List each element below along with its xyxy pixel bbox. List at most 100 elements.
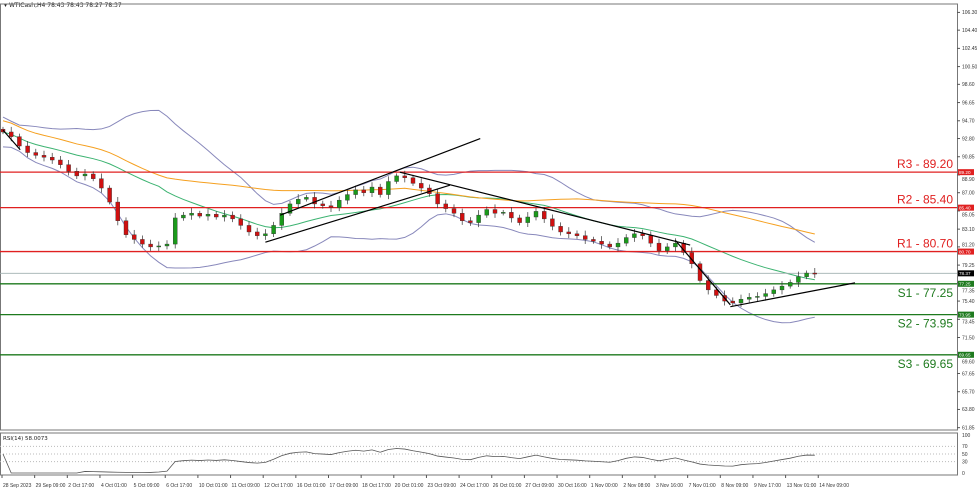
candle-body	[468, 220, 473, 223]
candle-body	[747, 297, 752, 300]
price-tag-text: 73.95	[959, 312, 971, 317]
candle-body	[771, 289, 776, 294]
candle-body	[796, 276, 801, 283]
trendline	[2, 129, 21, 151]
y-tick-label: 71.50	[962, 335, 975, 341]
candle-body	[812, 272, 817, 275]
ma-fast-line	[2, 131, 815, 281]
candle-body	[82, 173, 88, 177]
y-tick-label: 102.45	[962, 46, 977, 52]
x-tick-label: 3 Nov 16:00	[656, 483, 683, 489]
candle-body	[410, 177, 416, 184]
candle-body	[181, 214, 186, 219]
y-tick-label: 65.70	[962, 389, 975, 395]
candle-body	[279, 213, 284, 226]
chart-header: ▾ WTICash,H4 78.43 78.43 78.27 78.37	[4, 2, 122, 9]
candle-body	[17, 136, 22, 147]
x-tick-label: 13 Nov 01:00	[787, 483, 817, 489]
candle-body	[197, 213, 203, 217]
ohlc-readout: 78.43 78.43 78.27 78.37	[47, 2, 122, 9]
x-tick-label: 14 Nov 09:00	[819, 483, 849, 489]
candle-body	[369, 186, 375, 193]
rsi-tick-label: 100	[962, 433, 971, 439]
candle-body	[697, 263, 703, 281]
candle-body	[665, 246, 670, 251]
candle-body	[550, 218, 555, 227]
y-tick-label: 73.45	[962, 319, 975, 325]
candle-body	[345, 194, 350, 201]
x-tick-label: 7 Nov 01:00	[689, 483, 716, 489]
candle-body	[123, 220, 129, 235]
candle-body	[172, 217, 178, 245]
candle-body	[304, 197, 309, 200]
y-tick-label: 69.60	[962, 360, 975, 366]
trendline	[279, 137, 481, 216]
candle-body	[50, 157, 55, 161]
candle-body	[115, 201, 121, 221]
candle-body	[443, 203, 448, 209]
candle-body	[271, 225, 276, 235]
x-tick-label: 2 Nov 08:00	[623, 483, 650, 489]
x-tick-label: 30 Oct 16:00	[558, 483, 587, 489]
candle-body	[730, 300, 735, 304]
price-tag-text: 89.20	[959, 170, 971, 175]
candle-body	[779, 285, 785, 291]
candle-body	[640, 233, 645, 236]
candle-body	[254, 231, 260, 236]
candle-body	[386, 181, 391, 195]
candle-body	[156, 245, 162, 248]
y-tick-label: 63.80	[962, 407, 975, 413]
x-tick-label: 2 Oct 17:00	[68, 483, 94, 489]
x-tick-label: 27 Oct 09:00	[525, 483, 554, 489]
y-tick-label: 90.85	[962, 155, 975, 161]
rsi-tick-label: 50	[962, 452, 968, 458]
rsi-label: RSI(14) 58.0073	[3, 436, 48, 442]
y-tick-label: 92.80	[962, 136, 975, 142]
candle-body	[624, 237, 629, 244]
y-tick-label: 79.25	[962, 263, 975, 269]
x-tick-label: 29 Sep 09:00	[36, 483, 66, 489]
level-label: R1 - 80.70	[897, 237, 953, 251]
candle-body	[648, 235, 653, 244]
candle-body	[402, 175, 407, 178]
candle-body	[574, 233, 580, 236]
y-tick-label: 94.70	[962, 119, 975, 125]
y-tick-label: 75.40	[962, 299, 975, 305]
candle-body	[263, 233, 268, 236]
candle-body	[419, 183, 424, 189]
trendline	[674, 239, 731, 306]
y-tick-label: 98.60	[962, 82, 975, 88]
candle-body	[320, 203, 325, 206]
trendline	[730, 282, 856, 308]
level-label: S3 - 69.65	[898, 357, 954, 371]
candle-body	[738, 299, 744, 304]
y-tick-label: 83.10	[962, 227, 975, 233]
rsi-line	[2, 448, 815, 474]
x-tick-label: 6 Oct 17:00	[166, 483, 192, 489]
candle-body	[632, 233, 637, 238]
rsi-tick-label: 70	[962, 444, 968, 450]
candle-body	[140, 239, 145, 245]
rsi-tick-label: 0	[962, 471, 965, 477]
candle-body	[8, 131, 14, 137]
y-tick-label: 67.65	[962, 371, 975, 377]
candle-body	[164, 243, 170, 247]
x-tick-label: 5 Oct 09:00	[134, 483, 160, 489]
candle-body	[328, 205, 334, 208]
level-label: R2 - 85.40	[897, 193, 953, 207]
candle-body	[591, 239, 596, 242]
candle-body	[763, 293, 768, 297]
candle-body	[755, 296, 760, 298]
candle-body	[607, 243, 612, 248]
bollinger-upper-line	[2, 109, 816, 243]
y-tick-label: 77.35	[962, 289, 975, 295]
x-tick-label: 16 Oct 01:00	[297, 483, 326, 489]
candle-body	[566, 231, 571, 235]
x-tick-label: 20 Oct 01:00	[395, 483, 424, 489]
x-tick-label: 18 Oct 17:00	[362, 483, 391, 489]
triangle-down-icon[interactable]: ▾	[4, 2, 8, 9]
price-tag	[958, 311, 974, 318]
x-tick-label: 1 Nov 00:00	[591, 483, 618, 489]
x-tick-label: 23 Oct 09:00	[427, 483, 456, 489]
